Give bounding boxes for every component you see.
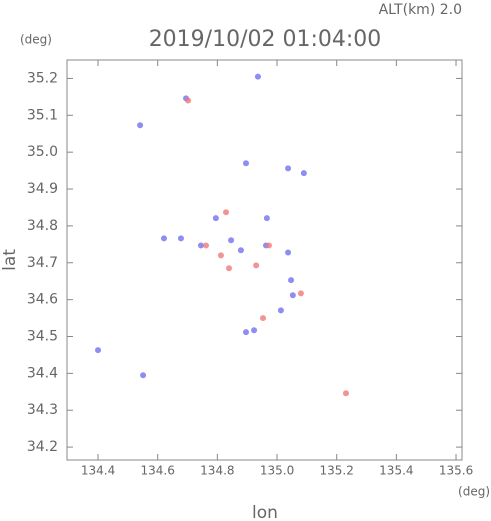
plot-frame xyxy=(66,59,463,461)
x-tick-label: 135.4 xyxy=(379,464,413,478)
x-axis-label: lon xyxy=(252,503,278,521)
y-axis-label: lat xyxy=(0,249,20,271)
echo-point xyxy=(203,242,210,249)
echo-point xyxy=(300,170,307,177)
x-tick-label: 135.6 xyxy=(439,464,473,478)
echo-point xyxy=(285,249,292,256)
echo-point xyxy=(197,242,204,249)
echo-point xyxy=(237,247,244,254)
echo-point xyxy=(140,372,147,379)
echo-point xyxy=(253,262,260,269)
x-tick-label: 134.6 xyxy=(141,464,175,478)
y-tick-label: 34.7 xyxy=(27,255,58,271)
y-unit: (deg) xyxy=(20,33,52,47)
echo-point xyxy=(260,315,267,322)
x-tick-label: 134.4 xyxy=(81,464,115,478)
echo-point xyxy=(288,277,295,284)
echo-point xyxy=(265,242,272,249)
echo-point xyxy=(217,252,224,259)
echo-point xyxy=(223,209,230,216)
x-tick-label: 134.8 xyxy=(200,464,234,478)
echo-point xyxy=(177,235,184,242)
echo-point xyxy=(228,237,235,244)
altitude-label: ALT(km) 2.0 xyxy=(379,2,462,18)
echo-point xyxy=(263,215,270,222)
echo-point xyxy=(225,265,232,272)
y-tick-label: 34.9 xyxy=(27,181,58,197)
echo-point xyxy=(160,235,167,242)
y-tick-label: 34.2 xyxy=(27,439,58,455)
echo-point xyxy=(212,215,219,222)
y-tick-label: 34.3 xyxy=(27,402,58,418)
x-tick-label: 135.0 xyxy=(260,464,294,478)
y-tick-label: 34.6 xyxy=(27,292,58,308)
echo-point xyxy=(289,292,296,299)
echo-point xyxy=(185,97,192,104)
echo-point xyxy=(95,347,102,354)
echo-point xyxy=(342,390,349,397)
echo-point xyxy=(243,160,250,167)
chart-title: 2019/10/02 01:04:00 xyxy=(149,27,382,52)
y-tick-label: 35.2 xyxy=(27,70,58,86)
echo-point xyxy=(297,290,304,297)
y-tick-label: 34.8 xyxy=(27,218,58,234)
echo-point xyxy=(251,327,258,334)
echo-point xyxy=(243,329,250,336)
echo-point xyxy=(285,165,292,172)
y-tick-label: 35.1 xyxy=(27,107,58,123)
y-tick-label: 35.0 xyxy=(27,144,58,160)
echo-point xyxy=(277,307,284,314)
x-tick-label: 135.2 xyxy=(320,464,354,478)
y-tick-label: 34.4 xyxy=(27,365,58,381)
y-tick-label: 34.5 xyxy=(27,328,58,344)
x-unit: (deg) xyxy=(458,485,490,499)
echo-point xyxy=(137,122,144,129)
echo-point xyxy=(254,73,261,80)
